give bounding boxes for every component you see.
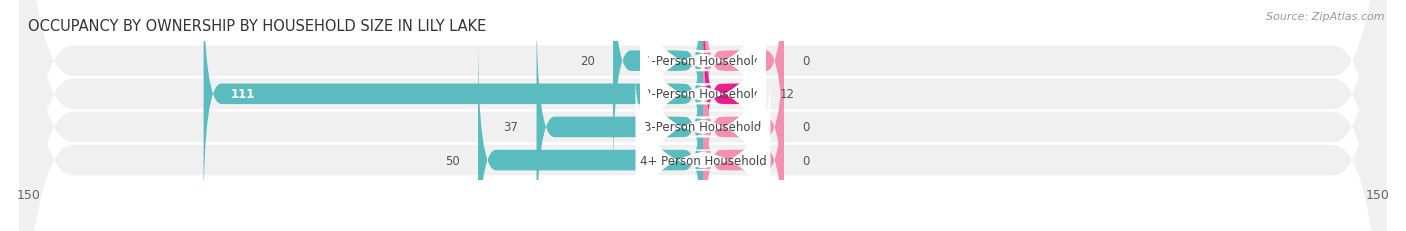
Text: 37: 37 xyxy=(503,121,519,134)
Text: OCCUPANCY BY OWNERSHIP BY HOUSEHOLD SIZE IN LILY LAKE: OCCUPANCY BY OWNERSHIP BY HOUSEHOLD SIZE… xyxy=(28,18,486,33)
FancyBboxPatch shape xyxy=(703,39,785,231)
FancyBboxPatch shape xyxy=(20,0,1386,231)
FancyBboxPatch shape xyxy=(20,0,1386,231)
Text: 0: 0 xyxy=(801,121,810,134)
FancyBboxPatch shape xyxy=(204,0,703,216)
FancyBboxPatch shape xyxy=(20,0,1386,231)
Text: 0: 0 xyxy=(801,55,810,68)
Text: Source: ZipAtlas.com: Source: ZipAtlas.com xyxy=(1267,12,1385,21)
Text: 4+ Person Household: 4+ Person Household xyxy=(640,154,766,167)
Text: 20: 20 xyxy=(581,55,595,68)
Text: 3-Person Household: 3-Person Household xyxy=(644,121,762,134)
Text: 0: 0 xyxy=(801,154,810,167)
Text: 50: 50 xyxy=(446,154,460,167)
Text: 2-Person Household: 2-Person Household xyxy=(644,88,762,101)
FancyBboxPatch shape xyxy=(478,39,703,231)
FancyBboxPatch shape xyxy=(20,0,1386,231)
Text: 111: 111 xyxy=(231,88,254,101)
FancyBboxPatch shape xyxy=(703,6,785,231)
FancyBboxPatch shape xyxy=(703,0,756,216)
FancyBboxPatch shape xyxy=(613,0,703,183)
Text: 12: 12 xyxy=(779,88,794,101)
FancyBboxPatch shape xyxy=(703,0,785,183)
FancyBboxPatch shape xyxy=(537,6,703,231)
Text: 1-Person Household: 1-Person Household xyxy=(644,55,762,68)
